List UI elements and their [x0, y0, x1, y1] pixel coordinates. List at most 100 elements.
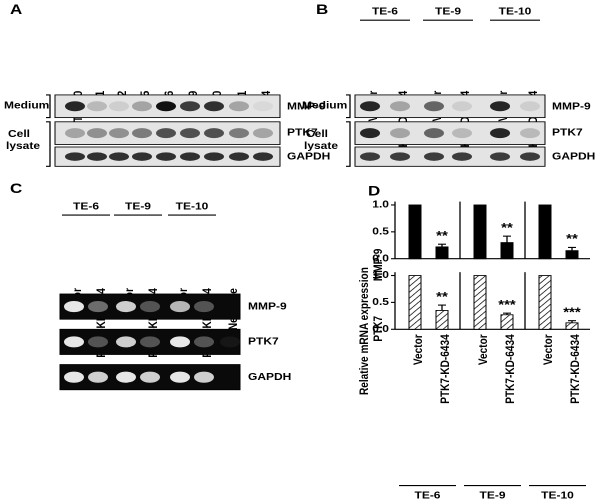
band — [520, 101, 540, 112]
band — [65, 128, 85, 139]
band — [132, 128, 152, 139]
row-label: GAPDH — [287, 152, 330, 163]
band — [194, 336, 214, 348]
band — [116, 371, 136, 383]
band — [253, 152, 273, 161]
bar — [473, 275, 487, 330]
y-axis-label: Relative mRNA expression — [358, 267, 371, 395]
band — [156, 152, 176, 161]
band — [87, 101, 107, 112]
y-tick-label: 0.5 — [372, 226, 389, 237]
y-tick-label: 0.5 — [372, 297, 389, 308]
y-tick-label: 1.0 — [372, 199, 389, 210]
band — [109, 101, 129, 112]
band — [229, 128, 249, 139]
row-label: PTK7 — [248, 336, 279, 347]
band — [140, 336, 160, 348]
band — [180, 152, 200, 161]
x-tick-label: PTK7-KD-6434 — [439, 334, 452, 404]
band — [109, 128, 129, 139]
band — [390, 101, 410, 112]
band — [520, 128, 540, 139]
band — [64, 371, 84, 383]
significance: ** — [436, 228, 448, 243]
blot — [354, 121, 546, 145]
band — [88, 371, 108, 383]
band — [452, 101, 472, 112]
band — [424, 128, 444, 139]
band — [170, 371, 190, 383]
band — [64, 336, 84, 348]
band — [88, 336, 108, 348]
group-label: Cell — [8, 129, 30, 140]
row-label: GAPDH — [552, 152, 595, 163]
band — [390, 152, 410, 161]
band — [180, 128, 200, 139]
row-label: MMP-9 — [552, 101, 591, 112]
band — [229, 152, 249, 161]
band — [360, 128, 380, 139]
band — [116, 336, 136, 348]
group-label: TE-6 — [372, 6, 398, 17]
band — [229, 101, 249, 112]
band — [253, 101, 273, 112]
panel-label: B — [316, 2, 328, 17]
x-tick-label: Vector — [477, 334, 490, 365]
significance: ** — [436, 289, 448, 304]
bar — [565, 322, 579, 330]
bar — [538, 204, 552, 260]
y-tick-label: 0.0 — [372, 253, 389, 264]
band — [424, 101, 444, 112]
band — [170, 301, 190, 313]
bar — [435, 246, 449, 260]
band — [520, 152, 540, 161]
band — [194, 301, 214, 313]
band — [452, 128, 472, 139]
band — [452, 152, 472, 161]
group-label: lysate — [6, 141, 40, 152]
blot — [354, 94, 546, 119]
band — [132, 101, 152, 112]
bar — [565, 250, 579, 260]
group-label: Medium — [4, 100, 49, 111]
group-label: TE-9 — [435, 6, 461, 17]
panel-label: A — [10, 2, 22, 17]
bar — [408, 275, 422, 330]
band — [87, 128, 107, 139]
band — [87, 152, 107, 161]
x-tick-label: Vector — [542, 334, 555, 365]
y-tick-label: 0.0 — [372, 324, 389, 335]
band — [140, 301, 160, 313]
band — [65, 152, 85, 161]
blot — [59, 328, 241, 355]
series-label: MMP-9 — [372, 249, 385, 281]
x-tick-label: PTK7-KD-6434 — [569, 334, 582, 404]
bracket — [46, 94, 51, 119]
x-tick-label: Vector — [412, 334, 425, 365]
bar — [473, 204, 487, 260]
band — [490, 101, 510, 112]
group-label: TE-9 — [125, 201, 151, 212]
row-label: PTK7 — [287, 127, 318, 138]
band — [156, 128, 176, 139]
band — [109, 152, 129, 161]
group-label: TE-9 — [479, 490, 505, 501]
band — [360, 101, 380, 112]
band — [140, 371, 160, 383]
bracket — [46, 121, 51, 167]
bracket — [346, 94, 351, 119]
blot — [59, 293, 241, 320]
group-label: TE-10 — [541, 490, 574, 501]
band — [156, 101, 176, 112]
band — [88, 301, 108, 313]
group-label: Cell — [306, 129, 328, 140]
bar — [435, 310, 449, 330]
band — [194, 371, 214, 383]
band — [390, 128, 410, 139]
band — [204, 128, 224, 139]
band — [64, 301, 84, 313]
group-label: lysate — [304, 141, 338, 152]
significance: *** — [498, 297, 516, 312]
blot — [354, 146, 546, 167]
